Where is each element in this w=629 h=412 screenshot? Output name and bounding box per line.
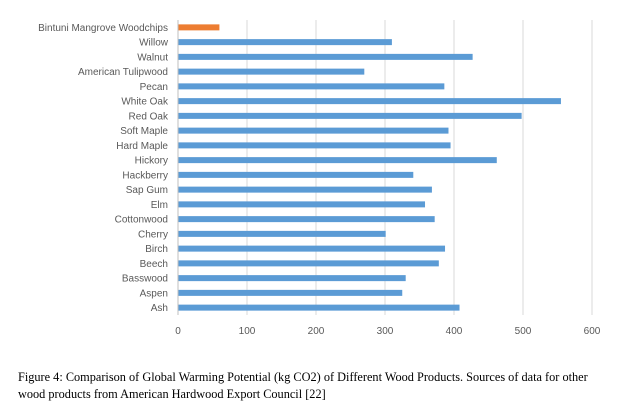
bar-american-tulipwood: [178, 68, 365, 75]
category-label-willow: Willow: [139, 38, 169, 49]
bar-soft-maple: [178, 127, 449, 134]
bar-hackberry: [178, 171, 414, 178]
bar-chart: Bintuni Mangrove Woodchips Willow Walnut Am…: [38, 20, 601, 337]
category-label-aspen: Aspen: [140, 288, 168, 299]
bar-ash: [178, 304, 460, 311]
category-label-red-oak: Red Oak: [129, 111, 169, 122]
bar-hickory: [178, 157, 497, 164]
bar-white-oak: [178, 98, 561, 105]
bar-birch: [178, 245, 446, 252]
x-tick-label-0: 0: [175, 326, 181, 337]
figure-caption: Figure 4: Comparison of Global Warming P…: [18, 370, 588, 401]
bar-willow: [178, 39, 392, 46]
bar-beech: [178, 260, 439, 267]
category-labels: Bintuni Mangrove Woodchips Willow Walnut Am…: [38, 23, 169, 314]
category-label-basswood: Basswood: [122, 274, 168, 285]
category-label-white-oak: White Oak: [121, 97, 169, 108]
x-tick-label-300: 300: [377, 326, 394, 337]
bar-red-oak: [178, 112, 522, 119]
bar-elm: [178, 201, 426, 208]
x-tick-label-400: 400: [446, 326, 463, 337]
bar-hard-maple: [178, 142, 451, 149]
x-tick-label-500: 500: [515, 326, 532, 337]
bar-basswood: [178, 275, 406, 282]
category-label-elm: Elm: [151, 200, 168, 211]
bar-walnut: [178, 53, 473, 60]
category-label-hickory: Hickory: [135, 156, 168, 167]
category-label-cottonwood: Cottonwood: [115, 215, 168, 226]
category-label-cherry: Cherry: [138, 229, 168, 240]
x-tick-label-100: 100: [239, 326, 256, 337]
x-tick-labels: 0 100 200 300 400 500 600: [175, 326, 601, 337]
category-label-american-tulipwood: American Tulipwood: [78, 67, 168, 78]
gridlines: [246, 20, 593, 315]
x-tick-label-600: 600: [584, 326, 601, 337]
bar-sap-gum: [178, 186, 432, 193]
bar-bintuni-mangrove-woodchips: [178, 24, 220, 31]
category-label-hard-maple: Hard Maple: [116, 141, 168, 152]
category-label-hackberry: Hackberry: [122, 170, 168, 181]
bar-cottonwood: [178, 216, 435, 223]
category-label-birch: Birch: [145, 244, 168, 255]
category-label-walnut: Walnut: [137, 52, 168, 63]
category-label-soft-maple: Soft Maple: [120, 126, 168, 137]
category-label-pecan: Pecan: [140, 82, 168, 93]
category-label-ash: Ash: [151, 303, 168, 314]
bar-pecan: [178, 83, 445, 90]
category-label-sap-gum: Sap Gum: [126, 185, 168, 196]
bar-cherry: [178, 230, 386, 237]
x-tick-label-200: 200: [308, 326, 325, 337]
bar-aspen: [178, 289, 403, 296]
category-label-beech: Beech: [140, 259, 168, 270]
bars: [178, 24, 561, 311]
category-label-bintuni-mangrove-woodchips: Bintuni Mangrove Woodchips: [38, 23, 168, 34]
